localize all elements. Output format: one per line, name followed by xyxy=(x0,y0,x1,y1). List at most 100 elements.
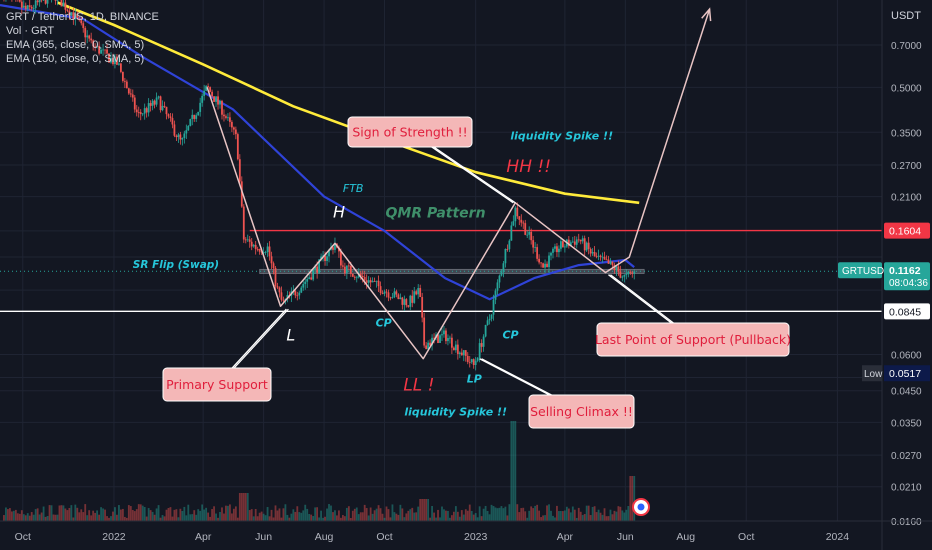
volume-bar xyxy=(304,504,307,521)
candle-body xyxy=(151,100,154,106)
candle-body xyxy=(474,360,477,365)
candle-body xyxy=(294,290,297,296)
price-tick-label: 0.5000 xyxy=(891,83,922,94)
candle-body xyxy=(203,90,206,96)
volume-bar xyxy=(522,507,525,521)
candle-body xyxy=(165,106,168,115)
volume-bar xyxy=(290,513,293,521)
candle-body xyxy=(563,246,566,248)
candle-body xyxy=(518,216,521,220)
volume-bar xyxy=(123,516,126,521)
ema150-line[interactable]: EMA (150, close, 0, SMA, 5) xyxy=(6,53,145,65)
ema-lines xyxy=(0,1,640,301)
volume-bar xyxy=(593,506,596,521)
candle-body xyxy=(127,88,130,94)
volume-bar xyxy=(320,510,322,521)
time-axis[interactable]: Oct 2022 Apr Jun Aug Oct 2023 Apr Jun Aug Oct 2024 xyxy=(15,531,850,543)
candle-body xyxy=(456,344,459,355)
candle-body xyxy=(556,246,558,253)
current-price-label: 0.1162 xyxy=(889,265,921,277)
candle-body xyxy=(316,266,319,273)
ema365-line[interactable]: EMA (365, close, 0, SMA, 5) xyxy=(6,39,145,51)
ema150-line xyxy=(0,4,635,301)
candle-body xyxy=(155,97,158,105)
volume-bar xyxy=(36,508,39,521)
candle-body xyxy=(496,282,499,291)
candle-body xyxy=(98,45,101,54)
candle-body xyxy=(439,335,441,343)
candle-body xyxy=(104,49,106,51)
volume-bar xyxy=(462,514,465,521)
liquidity-spike-top-label: liquidity Spike !! xyxy=(510,130,613,143)
time-tick-label: Aug xyxy=(676,531,695,543)
candle-body xyxy=(611,261,614,266)
candle-body xyxy=(621,276,624,278)
volume-bar xyxy=(40,512,43,521)
candle-body xyxy=(363,277,366,281)
volume-line[interactable]: Vol · GRT xyxy=(6,25,55,37)
candle-body xyxy=(447,338,449,342)
volume-bar xyxy=(106,516,108,521)
selling-climax-callout-text: Selling Climax !! xyxy=(530,404,633,419)
candle-body xyxy=(375,280,378,282)
volume-bar xyxy=(516,504,519,521)
candle-body xyxy=(242,206,245,240)
candle-body xyxy=(561,241,564,248)
last-point-support-callout-text: Last Point of Support (Pullback) xyxy=(595,332,791,347)
candle-body xyxy=(605,259,608,261)
candle-body xyxy=(314,266,317,270)
volume-bar xyxy=(288,517,291,521)
volume-bar xyxy=(534,505,537,521)
candle-body xyxy=(383,291,386,294)
candle-body xyxy=(355,277,358,279)
candle-body xyxy=(177,134,180,138)
candle-body xyxy=(631,272,634,274)
volume-bar xyxy=(601,514,604,521)
candle-body xyxy=(159,96,162,111)
candle-body xyxy=(597,255,600,257)
volume-bar xyxy=(52,514,55,521)
symbol-line[interactable]: GRT / TetherUS, 1D, BINANCE xyxy=(6,11,159,23)
candle-body xyxy=(490,314,493,319)
cp-label-2: CP xyxy=(502,329,518,342)
volume-bar xyxy=(116,514,118,521)
candle-body xyxy=(229,117,231,122)
volume-bar xyxy=(256,516,259,521)
volume-bar xyxy=(445,510,447,521)
volume-bar xyxy=(3,515,5,521)
candle-body xyxy=(554,246,556,249)
candle-body xyxy=(520,219,523,223)
volume-bar xyxy=(611,514,614,521)
volume-bar xyxy=(575,517,578,521)
candle-body xyxy=(500,271,503,276)
volume-bar xyxy=(318,517,321,521)
volume-bar xyxy=(181,510,184,521)
volume-bar xyxy=(12,510,15,521)
volume-bar xyxy=(30,512,33,521)
volume-bar xyxy=(94,512,97,521)
volume-bar xyxy=(540,517,542,521)
volume-bar xyxy=(385,506,388,521)
volume-bar xyxy=(609,509,612,521)
candle-body xyxy=(349,265,352,274)
volume-bar xyxy=(131,509,134,521)
volume-bar xyxy=(482,508,485,521)
candle-body xyxy=(585,242,588,251)
volume-bar xyxy=(336,515,338,521)
volume-bar xyxy=(361,512,364,521)
low-price-label: 0.0517 xyxy=(889,368,921,380)
lp-label: LP xyxy=(467,373,482,386)
volume-bar xyxy=(544,515,546,521)
volume-bar xyxy=(278,508,281,521)
volume-bar xyxy=(7,509,9,521)
volume-bar xyxy=(451,515,453,521)
volume-bar xyxy=(145,516,148,521)
volume-bar xyxy=(300,512,303,521)
volume-bar xyxy=(452,511,455,521)
candle-body xyxy=(173,124,176,136)
volume-bar xyxy=(458,516,461,521)
candle-body xyxy=(609,261,612,264)
candle-body xyxy=(72,12,75,20)
